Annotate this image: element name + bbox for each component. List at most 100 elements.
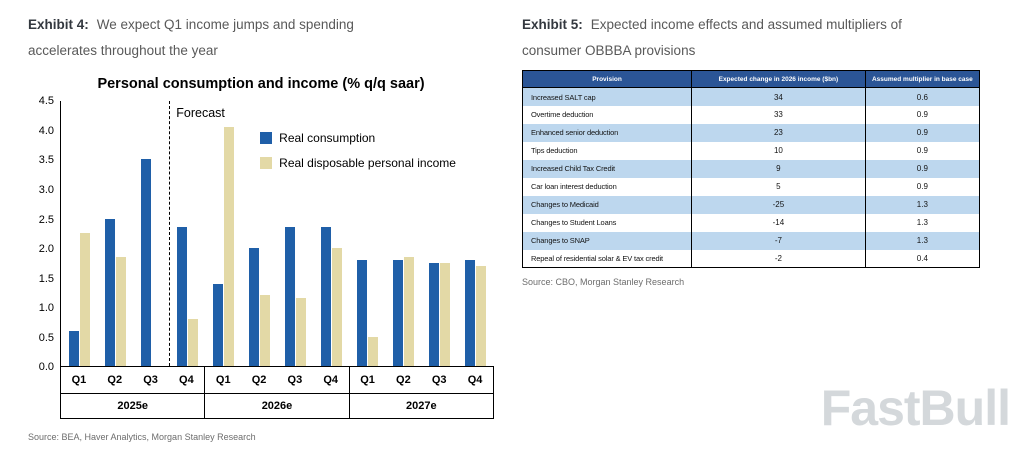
table-row: Increased Child Tax Credit 9 0.9 xyxy=(522,159,981,178)
exhibit4-heading: Exhibit 4: We expect Q1 income jumps and … xyxy=(28,12,494,63)
quarter-row: Q1 Q2 Q3 Q4 xyxy=(349,367,493,395)
value-cell: -2 xyxy=(691,249,866,268)
value-cell: 0.9 xyxy=(865,159,981,178)
quarter-label: Q4 xyxy=(467,374,483,387)
value-cell: -7 xyxy=(691,231,866,250)
legend-item: Real disposable personal income xyxy=(260,156,456,170)
exhibit5-panel: Exhibit 5: Expected income effects and as… xyxy=(522,12,981,288)
chart-legend: Real consumption Real disposable personal… xyxy=(260,131,456,170)
y-axis-tick-label: 3.0 xyxy=(38,183,54,196)
exhibit5-label: Exhibit 5: xyxy=(522,17,583,32)
exhibit4-panel: Exhibit 4: We expect Q1 income jumps and … xyxy=(28,12,494,442)
bar-group xyxy=(205,126,241,367)
year-label: 2027e xyxy=(406,400,437,413)
bar xyxy=(140,159,151,367)
table-header-row: Provision Expected change in 2026 income … xyxy=(522,70,981,89)
bar-group xyxy=(241,248,277,367)
y-axis: 4.5 4.0 3.5 3.0 2.5 2.0 1.5 1.0 0.5 0.0 xyxy=(28,95,60,373)
exhibit4-title-line2: accelerates throughout the year xyxy=(28,42,218,58)
quarter-label: Q2 xyxy=(107,374,123,387)
provision-cell: Car loan interest deduction xyxy=(522,177,693,196)
y-axis-tick-label: 0.0 xyxy=(38,361,54,374)
y-axis-tick-label: 0.5 xyxy=(38,331,54,344)
year-label: 2025e xyxy=(117,400,148,413)
forecast-divider-line xyxy=(169,101,171,367)
quarter-label: Q1 xyxy=(215,374,231,387)
bar xyxy=(259,295,270,367)
fastbull-watermark: FastBull xyxy=(820,380,1011,436)
provision-cell: Changes to Student Loans xyxy=(522,213,693,232)
exhibit5-heading-line1: Exhibit 5: Expected income effects and as… xyxy=(522,12,980,38)
bar xyxy=(176,227,187,367)
bar xyxy=(285,227,295,367)
y-axis-tick-label: 3.5 xyxy=(38,154,54,167)
provision-cell: Tips deduction xyxy=(522,141,693,160)
bar-chart: 4.5 4.0 3.5 3.0 2.5 2.0 1.5 1.0 0.5 0.0 Forecast … xyxy=(28,95,494,420)
value-cell: -14 xyxy=(691,213,866,232)
bar-group xyxy=(386,256,422,367)
legend-label: Real consumption xyxy=(279,131,376,146)
bar xyxy=(357,259,368,367)
value-cell: 1.3 xyxy=(865,213,981,232)
table-header-cell: Assumed multiplier in base case xyxy=(865,70,981,89)
bar xyxy=(212,283,223,367)
bar-group xyxy=(350,259,386,367)
bar-group xyxy=(458,259,494,367)
year-group: Q1 Q2 Q3 Q4 2026e xyxy=(205,367,350,419)
quarter-label: Q3 xyxy=(287,374,303,387)
forecast-label: Forecast xyxy=(176,106,225,121)
legend-item: Real consumption xyxy=(260,131,456,145)
bar xyxy=(248,248,259,367)
exhibit4-heading-line1: Exhibit 4: We expect Q1 income jumps and … xyxy=(28,12,494,38)
table-row: Increased SALT cap 34 0.6 xyxy=(522,87,981,106)
provision-cell: Increased SALT cap xyxy=(522,87,693,106)
quarter-label: Q2 xyxy=(396,374,411,387)
table-row: Overtime deduction 33 0.9 xyxy=(522,105,981,124)
table-row: Changes to Medicaid -25 1.3 xyxy=(522,195,981,214)
y-axis-tick-label: 2.5 xyxy=(38,213,54,226)
value-cell: 9 xyxy=(691,159,866,178)
provision-cell: Increased Child Tax Credit xyxy=(522,159,693,178)
bar xyxy=(104,218,115,367)
quarter-label: Q2 xyxy=(251,374,267,387)
table-row: Enhanced senior deduction 23 0.9 xyxy=(522,123,981,142)
value-cell: 0.9 xyxy=(865,105,981,124)
exhibit4-title-line1: We expect Q1 income jumps and spending xyxy=(96,17,354,32)
bar xyxy=(440,262,451,367)
value-cell: 1.3 xyxy=(865,195,981,214)
table-row: Car loan interest deduction 5 0.9 xyxy=(522,177,981,196)
exhibit5-source: Source: CBO, Morgan Stanley Research xyxy=(522,277,685,288)
bar-group xyxy=(97,218,133,367)
bar xyxy=(465,259,476,367)
quarter-label: Q4 xyxy=(179,374,194,387)
y-axis-tick-label: 4.0 xyxy=(38,124,54,137)
value-cell: 0.9 xyxy=(865,123,981,142)
bar xyxy=(68,330,79,367)
chart-title: Personal consumption and income (% q/q s… xyxy=(97,76,425,93)
obbba-provisions-table: Provision Expected change in 2026 income … xyxy=(522,70,981,269)
exhibit4-source: Source: BEA, Haver Analytics, Morgan Sta… xyxy=(28,432,256,443)
exhibit5-title-line1: Expected income effects and assumed mult… xyxy=(590,17,902,32)
value-cell: 0.9 xyxy=(865,177,981,196)
x-axis-table: Q1 Q2 Q3 Q4 2025e Q1 Q2 Q3 Q4 2026e Q1 Q2 Q3 Q4 2027e xyxy=(60,367,494,420)
bar xyxy=(115,256,126,367)
plot-area: Forecast Real consumption Real disposable… xyxy=(60,101,494,368)
provision-cell: Enhanced senior deduction xyxy=(522,123,693,142)
y-axis-tick-label: 2.0 xyxy=(38,243,54,256)
quarter-label: Q3 xyxy=(431,374,447,387)
quarter-label: Q1 xyxy=(360,374,375,387)
bar-group xyxy=(169,227,205,367)
bar xyxy=(429,262,440,367)
bar-group xyxy=(133,159,169,367)
provision-cell: Overtime deduction xyxy=(522,105,693,124)
bar xyxy=(393,259,404,367)
provision-cell: Repeal of residential solar & EV tax cre… xyxy=(522,249,693,268)
quarter-label: Q4 xyxy=(323,374,339,387)
y-axis-tick-label: 1.5 xyxy=(38,272,54,285)
quarter-label: Q3 xyxy=(143,374,158,387)
bar xyxy=(187,319,198,367)
bar-group xyxy=(277,227,313,367)
value-cell: 33 xyxy=(691,105,866,124)
value-cell: 23 xyxy=(691,123,866,142)
value-cell: 1.3 xyxy=(865,231,981,250)
